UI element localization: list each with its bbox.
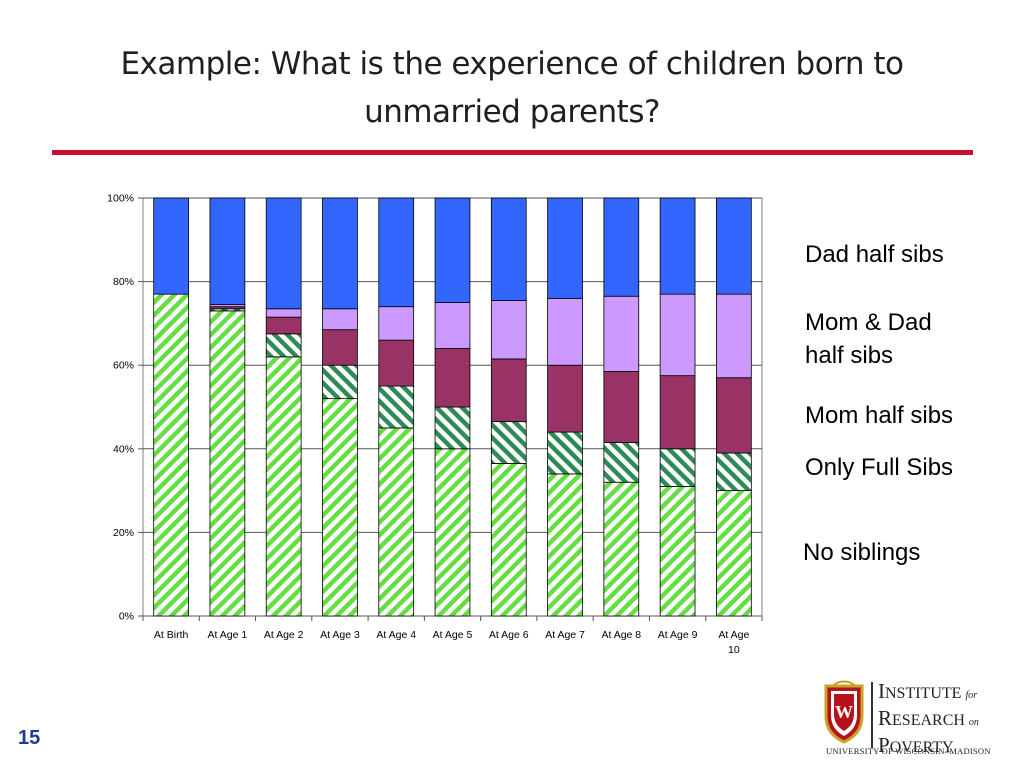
legend-mom-dad-line-2: half sibs: [805, 342, 894, 369]
bar-segment: [716, 452, 752, 492]
bar-segment: [434, 448, 471, 617]
bar-segment: [265, 316, 302, 335]
x-tick-label: At Age 6: [489, 629, 529, 641]
legend-mom-dad-line-1: Mom & Dad: [805, 309, 932, 336]
bar-segment: [434, 406, 471, 450]
bar-segment: [378, 385, 415, 429]
bar-segment: [322, 398, 358, 617]
x-tick-label: 10: [728, 644, 740, 656]
bar-segment: [209, 197, 246, 305]
y-tick-label: 20%: [113, 527, 134, 539]
y-tick-label: 100%: [107, 193, 134, 205]
title-divider: [52, 150, 973, 155]
slide-title-line-2: unmarried parents?: [364, 94, 660, 130]
bar-segment: [378, 306, 415, 341]
bar-segment: [716, 197, 752, 295]
x-tick-label: At Age 8: [601, 629, 641, 641]
bar-segment: [716, 377, 752, 454]
bar-segment: [322, 308, 358, 331]
x-tick-label: At Age 2: [264, 629, 304, 641]
legend-mom-dad-half-sibs: Mom & Dad half sibs: [805, 306, 932, 372]
bar-segment: [265, 356, 302, 617]
bar-segment: [659, 293, 696, 377]
bar-segment: [265, 197, 302, 310]
x-tick-label: At Age: [718, 629, 749, 641]
bar-segment: [378, 339, 415, 387]
y-tick-label: 80%: [113, 276, 134, 288]
bar-segment: [209, 310, 246, 617]
bar-segment: [322, 364, 358, 400]
x-tick-label: At Age 7: [545, 629, 585, 641]
bar-segment: [490, 421, 527, 464]
legend-only-full-sibs: Only Full Sibs: [805, 454, 954, 481]
logo-wordmark: INSTITUTE for RESEARCH on POVERTY: [878, 679, 979, 757]
bar-segment: [547, 197, 583, 299]
crest-letter: W: [835, 702, 853, 722]
legend-no-siblings: No siblings: [803, 539, 921, 566]
bar-segment: [153, 293, 189, 617]
bar-segment: [490, 197, 527, 301]
x-tick-label: At Age 1: [208, 629, 248, 641]
legend-mom-half-sibs: Mom half sibs: [805, 402, 954, 429]
bar-segment: [659, 448, 696, 487]
bar-segment: [547, 297, 583, 366]
bar-segment: [603, 442, 640, 483]
bar-segment: [490, 463, 527, 617]
bar-segment: [322, 329, 358, 366]
bar-segment: [547, 364, 583, 433]
bar-segment: [603, 295, 640, 372]
x-tick-label: At Age 9: [658, 629, 698, 641]
bar-segment: [434, 348, 471, 408]
bar-segment: [490, 358, 527, 423]
bar-segment: [603, 197, 640, 297]
logo-university: UNIVERSITY OF WISCONSIN–MADISON: [826, 746, 991, 756]
stacked-bar-chart: 0% 20% 40% 60% 80% 100% At Birth At Age 1 At Age…: [107, 193, 763, 656]
bar-segment: [378, 427, 415, 617]
bar-segment: [153, 197, 189, 295]
bar-segment: [322, 197, 358, 310]
y-tick-label: 40%: [113, 443, 134, 455]
irp-logo: W INSTITUTE for RESEARCH on POVERTY UNIV…: [822, 678, 991, 760]
bar-segment: [716, 490, 752, 617]
slide-title: Example: What is the experience of child…: [60, 40, 964, 136]
bar-segment: [716, 293, 752, 379]
slide-title-line-1: Example: What is the experience of child…: [120, 46, 904, 82]
bar-segment: [603, 481, 640, 617]
x-tick-label: At Age 3: [320, 629, 360, 641]
x-tick-label: At Birth: [154, 629, 189, 641]
bar-segment: [659, 197, 696, 295]
legend-dad-half-sibs: Dad half sibs: [805, 241, 944, 268]
uw-crest-icon: W: [824, 680, 864, 744]
bar-segment: [265, 333, 302, 358]
logo-divider: [871, 682, 873, 748]
bar-segment: [659, 486, 696, 617]
x-tick-label: At Age 4: [376, 629, 416, 641]
bar-segment: [434, 302, 471, 349]
bar-segment: [547, 473, 583, 617]
bar-segment: [547, 431, 583, 475]
bar-segment: [265, 308, 302, 318]
y-tick-label: 60%: [113, 360, 134, 372]
bar-segment: [659, 375, 696, 450]
bar-segment: [434, 197, 471, 303]
bar-segment: [378, 197, 415, 308]
slide-number: 15: [18, 727, 41, 749]
x-tick-label: At Age 5: [433, 629, 473, 641]
bar-segment: [490, 300, 527, 360]
bar-segment: [603, 371, 640, 443]
y-tick-label: 0%: [119, 611, 134, 623]
